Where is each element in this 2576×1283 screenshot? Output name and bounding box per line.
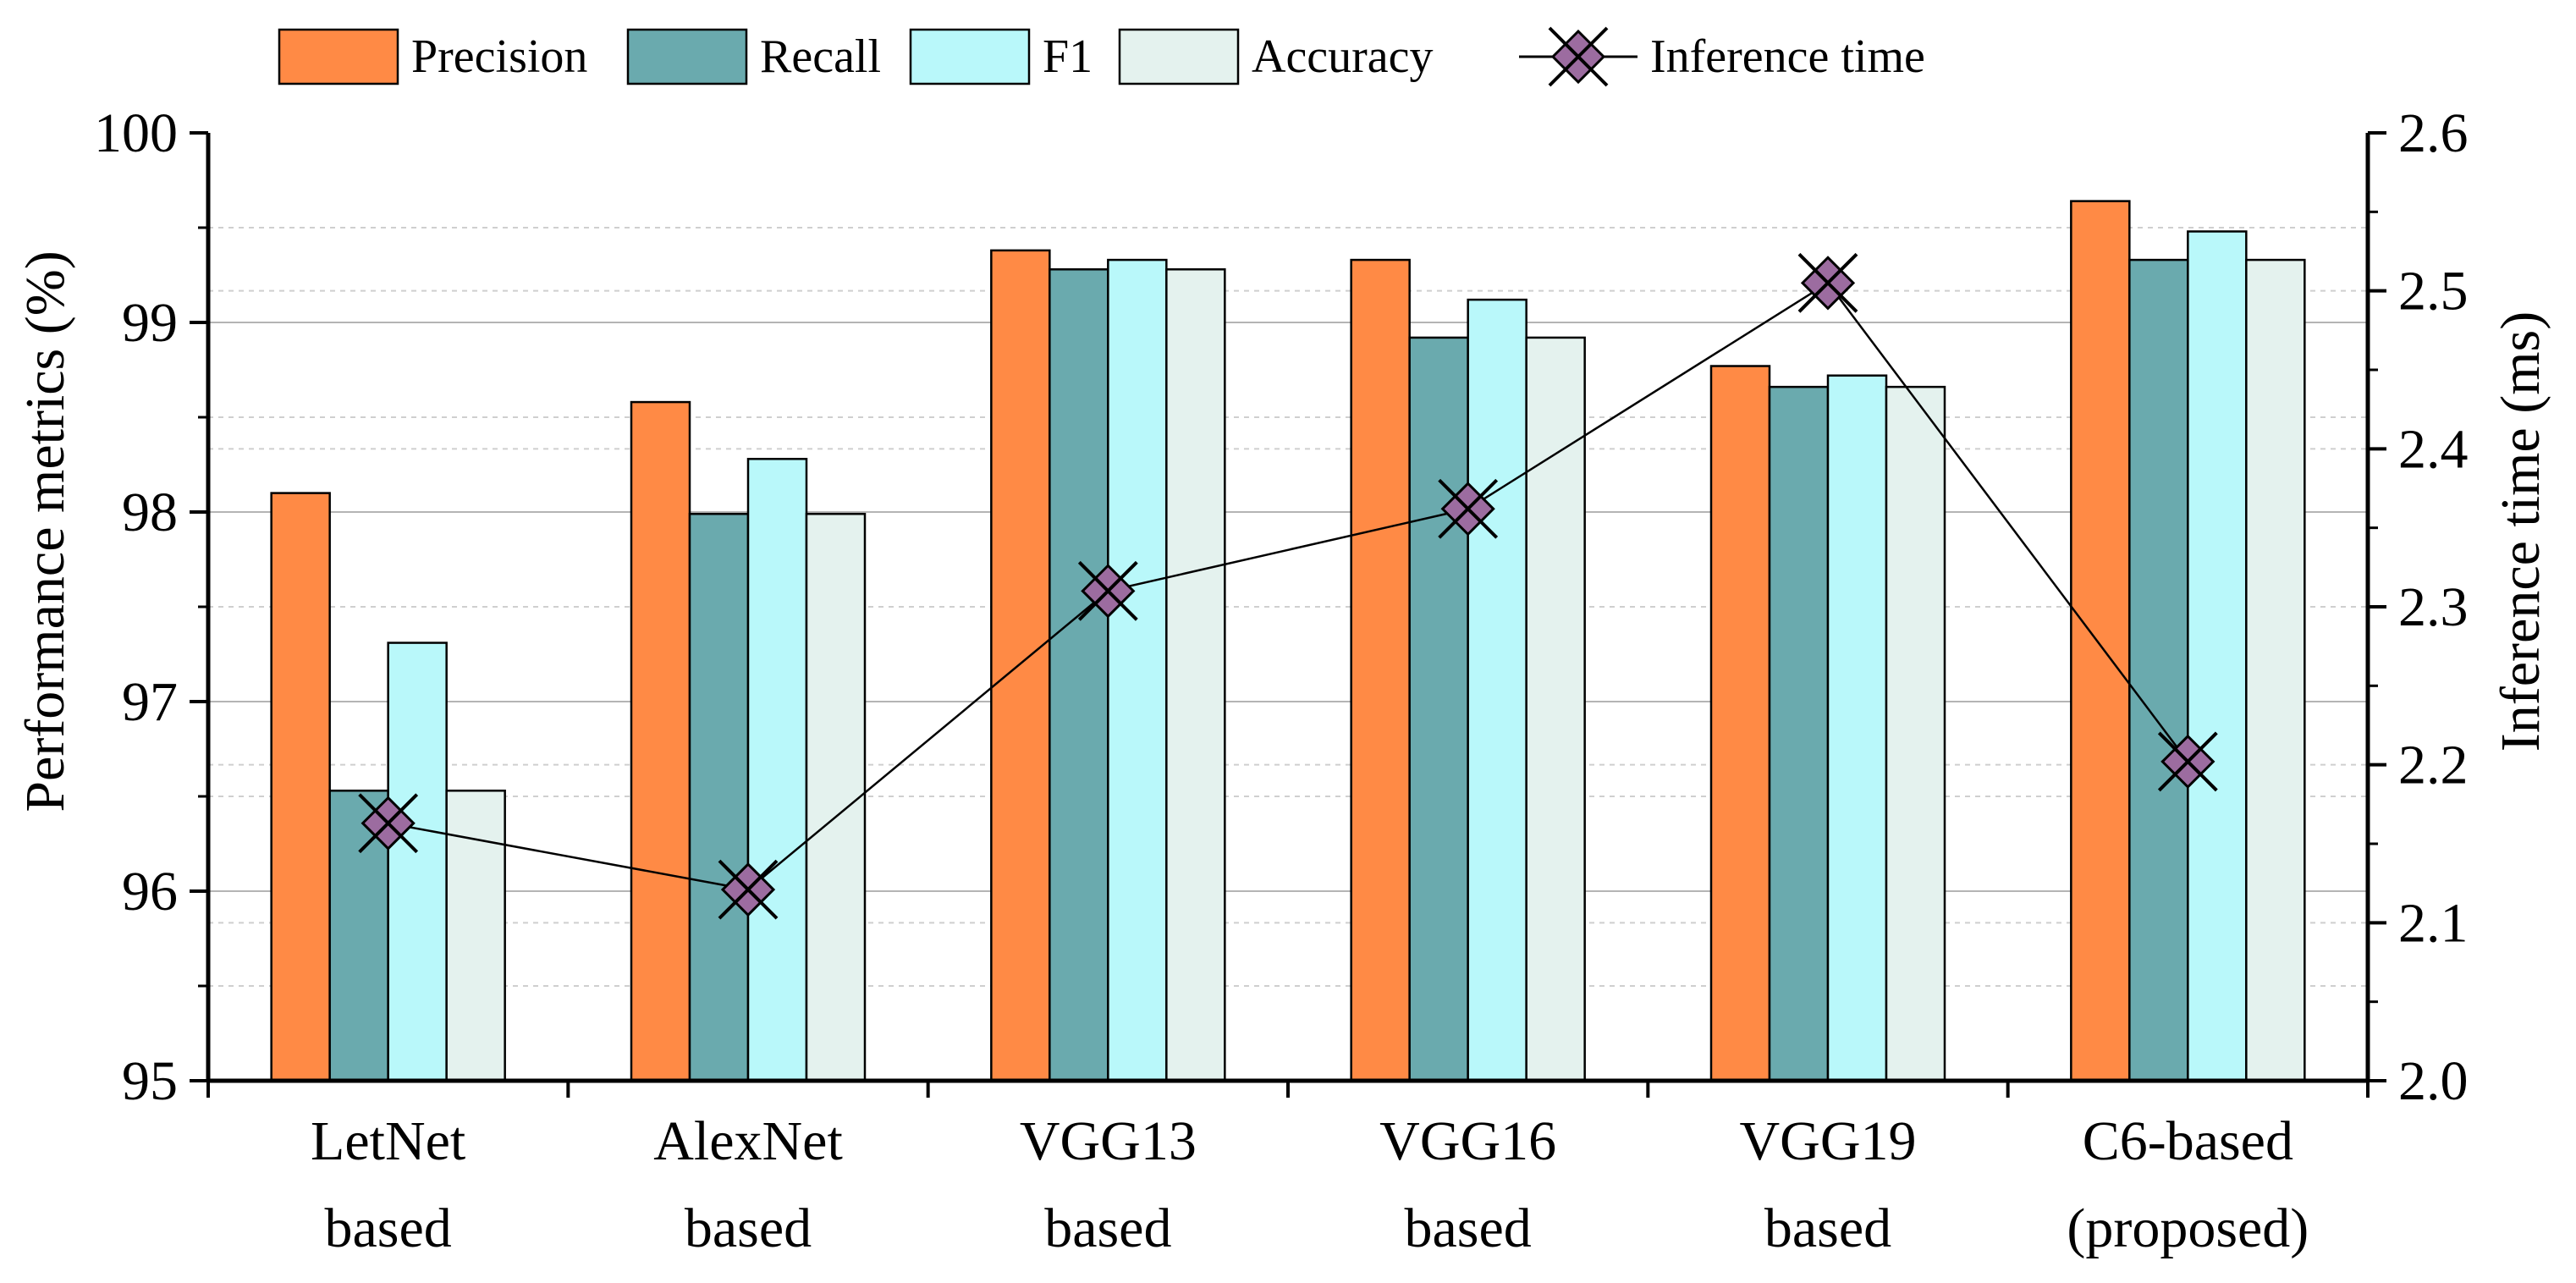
legend-marker-inference-time [1548,26,1609,87]
marker-cross [1438,478,1499,539]
y-tick-label: 96 [122,861,178,922]
y2-tick-label: 2.3 [2398,576,2469,638]
y2-axis-title: Inference time (ms) [2490,311,2551,752]
legend: Precision Recall F1 Accuracy Inference time [278,26,1925,87]
y-tick-label: 99 [122,292,178,354]
inference-time-point [1797,252,1858,313]
bar-accuracy [1525,336,1586,1082]
bar-recall [2128,258,2189,1082]
inference-time-polyline [388,281,2189,891]
legend-label: F1 [1043,30,1093,83]
legend-swatch-precision [278,28,399,85]
bar-precision [630,400,691,1082]
x-category-label: (proposed) [2067,1198,2309,1259]
x-category-label: AlexNet [653,1110,843,1172]
x-category-label: based [325,1198,452,1259]
bar-f1 [1826,374,1888,1082]
x-category-label: based [1764,1198,1891,1259]
bar-f1 [1467,298,1527,1082]
marker-cross [2157,731,2218,792]
y-tick-label: 98 [122,482,178,543]
x-category-label: VGG16 [1379,1110,1556,1172]
bar-accuracy [445,790,506,1082]
marker-cross [718,859,779,920]
legend-label: Accuracy [1252,30,1434,83]
y2-tick-label: 2.5 [2398,261,2469,322]
y-tick-label: 100 [94,102,178,164]
y2-tick-label: 2.4 [2398,418,2469,480]
axes [190,131,2386,1098]
bar-accuracy [805,512,867,1082]
tick-labels: 95 96 97 98 99 100 2.0 2.1 2.2 2.3 2.4 2.5 2.6 LetNet… [94,102,2469,1259]
bar-precision [990,249,1051,1082]
inference-time-line [358,252,2218,920]
x-category-label: VGG13 [1020,1110,1197,1172]
y2-tick-label: 2.6 [2398,102,2469,164]
x-category-label: LetNet [311,1110,465,1172]
bars [270,200,2306,1082]
x-category-label: based [1405,1198,1532,1259]
marker-cross [1077,560,1138,621]
bar-precision [1350,258,1411,1082]
bar-f1 [387,642,448,1082]
y2-tick-label: 2.0 [2398,1050,2469,1112]
bar-f1 [2187,230,2248,1082]
bar-recall [1408,336,1469,1082]
x-category-label: C6-based [2083,1110,2293,1172]
legend-swatch-accuracy [1118,28,1240,85]
legend-label: Precision [411,30,587,83]
y-tick-label: 95 [122,1050,178,1112]
bar-precision [2070,200,2131,1082]
inference-time-point [358,793,419,854]
inference-time-point [2157,731,2218,792]
marker-cross [1548,26,1609,87]
gridlines [208,227,2368,987]
bar-f1 [746,458,808,1082]
bar-recall [688,512,750,1082]
y-tick-label: 97 [122,671,178,733]
bar-precision [1709,365,1771,1082]
y2-tick-label: 2.2 [2398,735,2469,796]
bar-recall [1768,385,1830,1082]
bar-accuracy [2245,258,2306,1082]
x-category-label: based [1044,1198,1171,1259]
bar-precision [270,492,331,1082]
bar-accuracy [1165,268,1226,1082]
legend-label: Inference time [1650,30,1925,83]
legend-swatch-f1 [909,28,1031,85]
inference-time-point [1077,560,1138,621]
bar-recall [1049,268,1109,1082]
y-axis-title: Performance metrics (%) [14,251,76,812]
y2-tick-label: 2.1 [2398,892,2469,954]
inference-time-point [1438,478,1499,539]
legend-swatch-recall [626,28,748,85]
bar-f1 [1107,258,1168,1082]
bar-accuracy [1885,385,1946,1082]
marker-cross [358,793,419,854]
x-category-label: based [685,1198,812,1259]
legend-label: Recall [760,30,881,83]
inference-time-point [718,859,779,920]
marker-cross [1797,252,1858,313]
x-category-label: VGG19 [1740,1110,1917,1172]
